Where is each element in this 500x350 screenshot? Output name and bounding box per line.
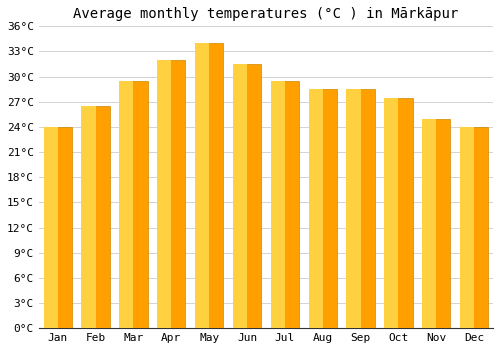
Bar bbox=[195, 43, 224, 328]
Bar bbox=[119, 81, 148, 328]
Bar bbox=[119, 81, 134, 328]
Bar bbox=[195, 43, 209, 328]
Bar bbox=[384, 98, 412, 328]
Bar bbox=[157, 60, 186, 328]
Bar bbox=[82, 106, 110, 328]
Title: Average monthly temperatures (°C ) in Mārkāpur: Average monthly temperatures (°C ) in Mā… bbox=[74, 7, 458, 21]
Bar bbox=[233, 64, 247, 328]
Bar bbox=[308, 89, 337, 328]
Bar bbox=[82, 106, 96, 328]
Bar bbox=[384, 98, 398, 328]
Bar bbox=[460, 127, 474, 328]
Bar bbox=[460, 127, 488, 328]
Bar bbox=[346, 89, 360, 328]
Bar bbox=[157, 60, 172, 328]
Bar bbox=[346, 89, 375, 328]
Bar bbox=[422, 119, 436, 328]
Bar bbox=[270, 81, 285, 328]
Bar bbox=[233, 64, 261, 328]
Bar bbox=[44, 127, 58, 328]
Bar bbox=[270, 81, 299, 328]
Bar bbox=[308, 89, 322, 328]
Bar bbox=[44, 127, 72, 328]
Bar bbox=[422, 119, 450, 328]
